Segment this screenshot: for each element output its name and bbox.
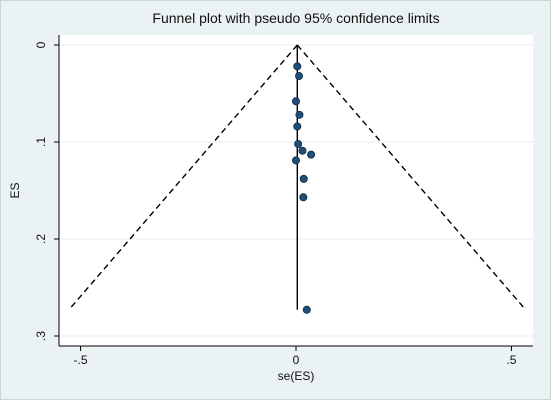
x-tick-label: 0 (293, 353, 300, 367)
data-point (295, 110, 304, 119)
data-point (291, 97, 300, 106)
right-confidence-limit (296, 44, 527, 311)
axes: 0 .1 .2 .3 -.5 0 .5 (34, 35, 533, 367)
funnel-limits (68, 44, 527, 311)
grid-lines (59, 44, 533, 337)
y-axis-label: ES (8, 182, 22, 198)
data-point (299, 174, 308, 183)
data-point (299, 193, 308, 202)
data-points (291, 62, 316, 314)
data-point (295, 72, 304, 81)
data-point (307, 150, 316, 159)
y-tick-label: 0 (34, 41, 48, 48)
data-point (293, 122, 302, 131)
x-axis-label: se(ES) (278, 369, 315, 383)
y-tick-label: .1 (34, 137, 48, 147)
data-point (302, 305, 311, 314)
x-tick-label: .5 (506, 353, 516, 367)
data-point (298, 146, 307, 155)
chart-title: Funnel plot with pseudo 95% confidence l… (152, 10, 439, 26)
data-point (293, 62, 302, 71)
left-confidence-limit (68, 44, 298, 311)
plot-area (59, 35, 533, 346)
y-tick-label: .2 (34, 234, 48, 244)
x-tick-label: -.5 (74, 353, 88, 367)
y-tick-label: .3 (34, 331, 48, 341)
data-point (294, 139, 303, 148)
data-point (291, 156, 300, 165)
